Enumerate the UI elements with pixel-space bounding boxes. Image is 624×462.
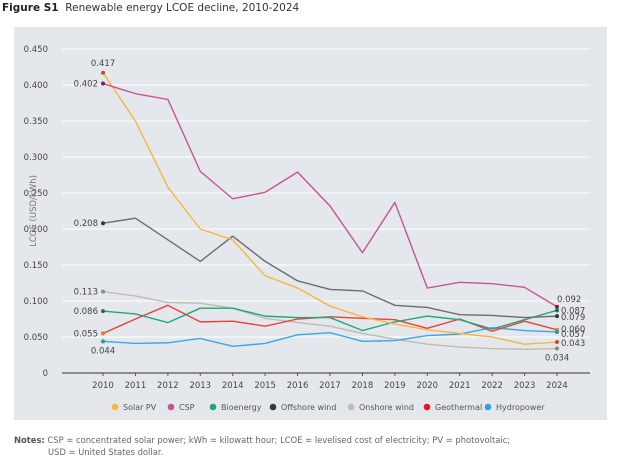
- notes: Notes: CSP = concentrated solar power; k…: [14, 434, 510, 458]
- start-label-solar-pv: 0.417: [91, 59, 115, 69]
- chart-panel: [14, 27, 607, 420]
- x-tick-label: 2015: [254, 381, 276, 391]
- start-dot-geothermal: [101, 331, 105, 336]
- x-tick-label: 2021: [449, 381, 471, 391]
- x-tick-label: 2022: [481, 381, 503, 391]
- series-line-solar-pv: [102, 72, 558, 345]
- start-label-csp: 0.402: [74, 80, 98, 90]
- end-dot-onshore-wind: [555, 346, 559, 351]
- notes-line-1: CSP = concentrated solar power; kWh = ki…: [47, 435, 511, 445]
- x-tick-label: 2012: [157, 381, 179, 391]
- x-tick-label: 2017: [319, 381, 341, 391]
- legend-item-bioenergy: Bioenergy: [209, 403, 262, 412]
- end-label-hydropower: 0.057: [561, 330, 585, 340]
- start-label-onshore-wind: 0.113: [74, 288, 98, 298]
- legend-label-solar-pv: Solar PV: [123, 403, 157, 412]
- y-tick-label: 0.150: [24, 261, 48, 271]
- x-tick-label: 2024: [546, 381, 568, 391]
- start-dot-solar-pv: [101, 70, 105, 75]
- series-line-geothermal: [102, 304, 558, 335]
- legend-item-hydropower: Hydropower: [484, 403, 545, 412]
- legend-label-bioenergy: Bioenergy: [221, 403, 262, 412]
- figure-title-text: Renewable energy LCOE decline, 2010-2024: [65, 2, 300, 14]
- start-label-offshore-wind: 0.208: [74, 219, 98, 229]
- legend-swatch-csp: [167, 403, 175, 411]
- series-line-offshore-wind: [102, 217, 558, 319]
- series-line-bioenergy: [102, 307, 558, 332]
- end-dot-offshore-wind: [555, 314, 559, 319]
- series-line-csp: [102, 82, 558, 308]
- y-tick-label: 0.350: [24, 117, 48, 127]
- end-label-geothermal: 0.060: [561, 325, 585, 335]
- end-label-csp: 0.092: [557, 295, 581, 305]
- y-tick-label: 0.450: [24, 45, 48, 55]
- start-dot-bioenergy: [101, 309, 105, 314]
- start-label-geothermal: 0.055: [74, 329, 98, 339]
- y-tick-label: 0.050: [24, 333, 48, 343]
- end-label-bioenergy: 0.087: [561, 306, 585, 316]
- x-tick-label: 2011: [125, 381, 147, 391]
- y-tick-label: 0: [43, 369, 48, 379]
- x-tick-label: 2014: [222, 381, 244, 391]
- legend-label-offshore-wind: Offshore wind: [281, 403, 336, 412]
- end-dot-solar-pv: [555, 340, 559, 345]
- legend-label-csp: CSP: [179, 403, 195, 412]
- legend-item-offshore-wind: Offshore wind: [269, 403, 336, 412]
- legend-label-onshore-wind: Onshore wind: [359, 403, 414, 412]
- legend-swatch-onshore-wind: [347, 403, 355, 411]
- gridlines: [62, 48, 590, 338]
- x-tick-label: 2010: [92, 381, 114, 391]
- start-dot-onshore-wind: [101, 289, 105, 294]
- y-tick-label: 0.400: [24, 81, 48, 91]
- legend: Solar PV CSP Bioenergy Offshore wind Onshore…: [111, 403, 545, 412]
- legend-swatch-hydropower: [484, 403, 492, 411]
- legend-item-onshore-wind: Onshore wind: [347, 403, 414, 412]
- x-axis: 2010 2011 2012 2013 2014 2015 2016 2017 2018 2019…: [62, 372, 590, 391]
- end-dot-hydropower: [555, 329, 559, 334]
- end-label-onshore-wind: 0.034: [545, 354, 569, 364]
- start-label-bioenergy: 0.086: [74, 307, 98, 317]
- y-axis-ticks: 0 0.050 0.100 0.150 0.200 0.250 0.300 0.350 0.40…: [24, 45, 48, 379]
- legend-swatch-solar-pv: [111, 403, 119, 411]
- end-dot-bioenergy: [555, 308, 559, 313]
- x-tick-label: 2018: [352, 381, 374, 391]
- series-line-hydropower: [102, 326, 558, 348]
- start-label-hydropower: 0.044: [91, 346, 115, 356]
- legend-item-csp: CSP: [167, 403, 195, 412]
- figure-title: Figure S1 Renewable energy LCOE decline,…: [2, 2, 299, 14]
- y-tick-label: 0.100: [24, 297, 48, 307]
- y-axis-label: LCOE (USD/kWh): [29, 175, 39, 247]
- y-tick-label: 0.200: [24, 225, 48, 235]
- legend-swatch-offshore-wind: [269, 403, 277, 411]
- notes-line-2: USD = United States dollar.: [48, 447, 164, 457]
- legend-label-hydropower: Hydropower: [496, 403, 545, 412]
- y-tick-label: 0.250: [24, 189, 48, 199]
- x-tick-label: 2020: [416, 381, 438, 391]
- figure-label: Figure S1: [2, 2, 59, 14]
- end-label-offshore-wind: 0.079: [561, 313, 585, 323]
- x-tick-label: 2013: [189, 381, 211, 391]
- start-dot-hydropower: [101, 339, 105, 344]
- series-line-onshore-wind: [102, 290, 558, 350]
- start-dot-offshore-wind: [101, 221, 105, 226]
- legend-item-geothermal: Geothermal: [423, 403, 482, 412]
- legend-label-geothermal: Geothermal: [435, 403, 482, 412]
- legend-swatch-bioenergy: [209, 403, 217, 411]
- start-dot-csp: [101, 81, 105, 86]
- y-tick-label: 0.300: [24, 153, 48, 163]
- x-tick-label: 2019: [384, 381, 406, 391]
- x-tick-label: 2023: [514, 381, 536, 391]
- x-tick-label: 2016: [287, 381, 309, 391]
- notes-label: Notes:: [14, 435, 45, 445]
- end-dot-csp: [555, 304, 559, 309]
- legend-item-solar-pv: Solar PV: [111, 403, 157, 412]
- series-lines: [102, 72, 558, 350]
- end-label-solar-pv: 0.043: [561, 339, 585, 349]
- legend-swatch-geothermal: [423, 403, 431, 411]
- data-labels: 0.417 0.043 0.402 0.092 0.086 0.087 0.208 0.079…: [74, 59, 586, 364]
